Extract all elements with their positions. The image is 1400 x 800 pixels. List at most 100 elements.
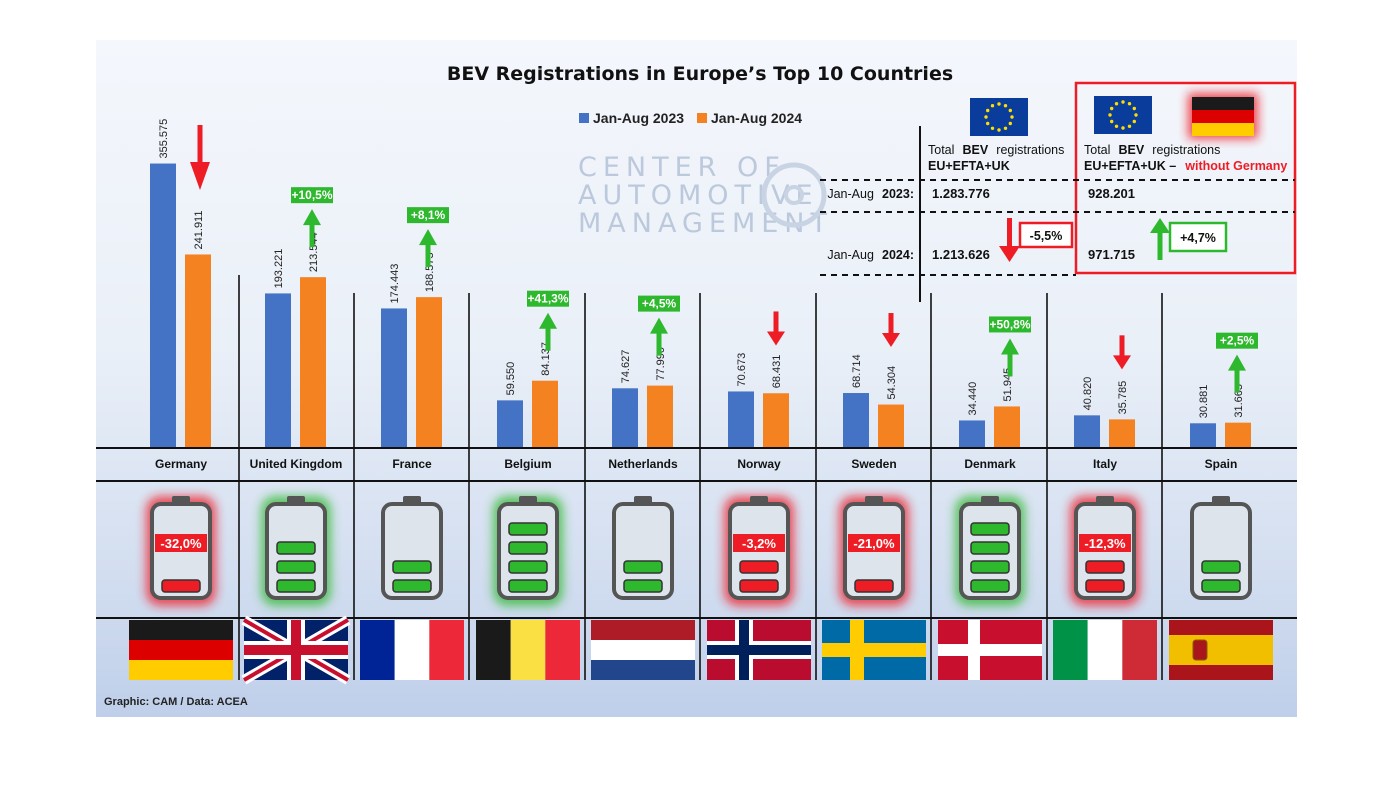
country-name-8: Italy xyxy=(1093,457,1117,471)
change-badge-7 xyxy=(989,316,1031,333)
change-badge-3 xyxy=(527,290,569,307)
value-label-2024-8: 35.785 xyxy=(1117,381,1129,415)
down-arrow-icon xyxy=(888,313,894,336)
up-arrow-icon xyxy=(1001,338,1019,355)
svg-text:CENTER OF: CENTER OF xyxy=(578,152,786,183)
bar-2023-2 xyxy=(381,308,407,448)
battery-cell xyxy=(276,560,316,574)
country-name-5: Norway xyxy=(737,457,781,471)
total-2023: 1.283.776 xyxy=(932,186,990,201)
exde-2024: 971.715 xyxy=(1088,247,1135,262)
battery-cell xyxy=(970,560,1010,574)
value-label-2024-5: 68.431 xyxy=(771,355,783,389)
bar-2024-7 xyxy=(994,406,1020,448)
battery-cell xyxy=(739,560,779,574)
battery-cell xyxy=(970,522,1010,536)
country-name-0: Germany xyxy=(155,457,207,471)
up-arrow-icon xyxy=(309,224,315,248)
battery-cell xyxy=(1085,579,1125,593)
battery-change-text-5: -3,2% xyxy=(742,536,776,551)
down-arrow-icon xyxy=(999,218,1020,262)
battery-cell xyxy=(854,579,894,593)
down-arrow-icon xyxy=(773,311,779,334)
exde-change-badge xyxy=(1168,221,1228,253)
down-arrow-icon xyxy=(1119,335,1125,358)
bar-2024-6 xyxy=(878,404,904,448)
battery-change-text-6: -21,0% xyxy=(853,536,895,551)
battery-cell xyxy=(508,579,548,593)
down-arrow-icon xyxy=(190,162,210,190)
up-arrow-icon xyxy=(539,312,557,329)
flag-icon-6 xyxy=(822,620,926,680)
battery-icon xyxy=(1190,502,1252,600)
source-note: Graphic: CAM / Data: ACEA xyxy=(104,696,248,708)
value-label-2023-8: 40.820 xyxy=(1082,377,1094,411)
battery-cell xyxy=(739,579,779,593)
country-name-6: Sweden xyxy=(851,457,896,471)
up-arrow-icon xyxy=(303,209,321,226)
value-label-2024-0: 241.911 xyxy=(193,211,205,250)
germany-flag-icon xyxy=(1188,93,1258,139)
value-label-2023-5: 70.673 xyxy=(736,353,748,387)
battery-change-text-0: -32,0% xyxy=(160,536,202,551)
bar-2024-3 xyxy=(532,380,558,448)
flag-icon-4 xyxy=(591,620,695,680)
change-text-1: +10,5% xyxy=(291,188,332,202)
down-arrow-icon xyxy=(767,331,785,346)
flag-icon-8 xyxy=(1053,620,1157,680)
battery-cell xyxy=(161,579,201,593)
change-text-3: +41,3% xyxy=(527,292,568,306)
value-label-2023-1: 193.221 xyxy=(273,249,285,289)
country-name-1: United Kingdom xyxy=(250,457,343,471)
battery-change-text-8: -12,3% xyxy=(1084,536,1126,551)
battery-cell xyxy=(970,579,1010,593)
up-arrow-icon xyxy=(1150,218,1170,260)
summary-subheading-right: EU+EFTA+UK – without Germany xyxy=(1084,155,1287,174)
bar-2024-5 xyxy=(763,393,789,448)
battery-icon xyxy=(612,502,674,600)
bar-2023-9 xyxy=(1190,423,1216,448)
steering-wheel-icon xyxy=(761,162,827,228)
row-label-2023: Jan-Aug 2023: xyxy=(827,183,914,202)
battery-change-badge-8 xyxy=(1079,534,1131,552)
bar-2023-0 xyxy=(150,163,176,448)
value-label-2023-4: 74.627 xyxy=(620,350,632,384)
up-arrow-icon xyxy=(656,332,662,356)
down-arrow-icon xyxy=(882,333,900,348)
change-text-2: +8,1% xyxy=(411,208,446,222)
up-arrow-icon xyxy=(650,317,668,334)
battery-cell xyxy=(276,579,316,593)
down-arrow-icon xyxy=(1113,355,1131,370)
battery-cell xyxy=(392,560,432,574)
battery-change-badge-6 xyxy=(848,534,900,552)
bar-2023-8 xyxy=(1074,415,1100,448)
battery-cell xyxy=(276,541,316,555)
svg-text:AUTOMOTIVE: AUTOMOTIVE xyxy=(578,180,819,211)
bar-2023-1 xyxy=(265,293,291,448)
value-label-2023-9: 30.881 xyxy=(1198,385,1210,419)
bar-2023-7 xyxy=(959,420,985,448)
total-change-badge xyxy=(1018,221,1074,249)
flag-icon-0 xyxy=(129,620,233,680)
flag-icon-1 xyxy=(241,615,351,685)
eu-flag-icon xyxy=(1094,96,1152,134)
country-name-7: Denmark xyxy=(964,457,1016,471)
bar-2023-6 xyxy=(843,393,869,448)
bar-2023-3 xyxy=(497,400,523,448)
country-name-2: France xyxy=(392,457,432,471)
infographic-panel: BEV Registrations in Europe’s Top 10 Cou… xyxy=(96,40,1297,717)
change-badge-1 xyxy=(291,187,333,204)
value-label-2023-3: 59.550 xyxy=(505,362,517,396)
up-arrow-icon xyxy=(425,244,431,268)
bev-chart: BEV Registrations in Europe’s Top 10 Cou… xyxy=(96,63,1297,708)
value-label-2023-0: 355.575 xyxy=(158,119,170,159)
battery-cell xyxy=(508,541,548,555)
change-text-7: +50,8% xyxy=(989,317,1030,331)
flag-icon-9 xyxy=(1169,620,1273,680)
change-text-9: +2,5% xyxy=(1220,334,1255,348)
down-arrow-icon xyxy=(197,125,203,165)
battery-icon xyxy=(381,502,443,600)
up-arrow-icon xyxy=(419,229,437,246)
exde-change-text: +4,7% xyxy=(1180,231,1216,245)
country-name-3: Belgium xyxy=(504,457,551,471)
